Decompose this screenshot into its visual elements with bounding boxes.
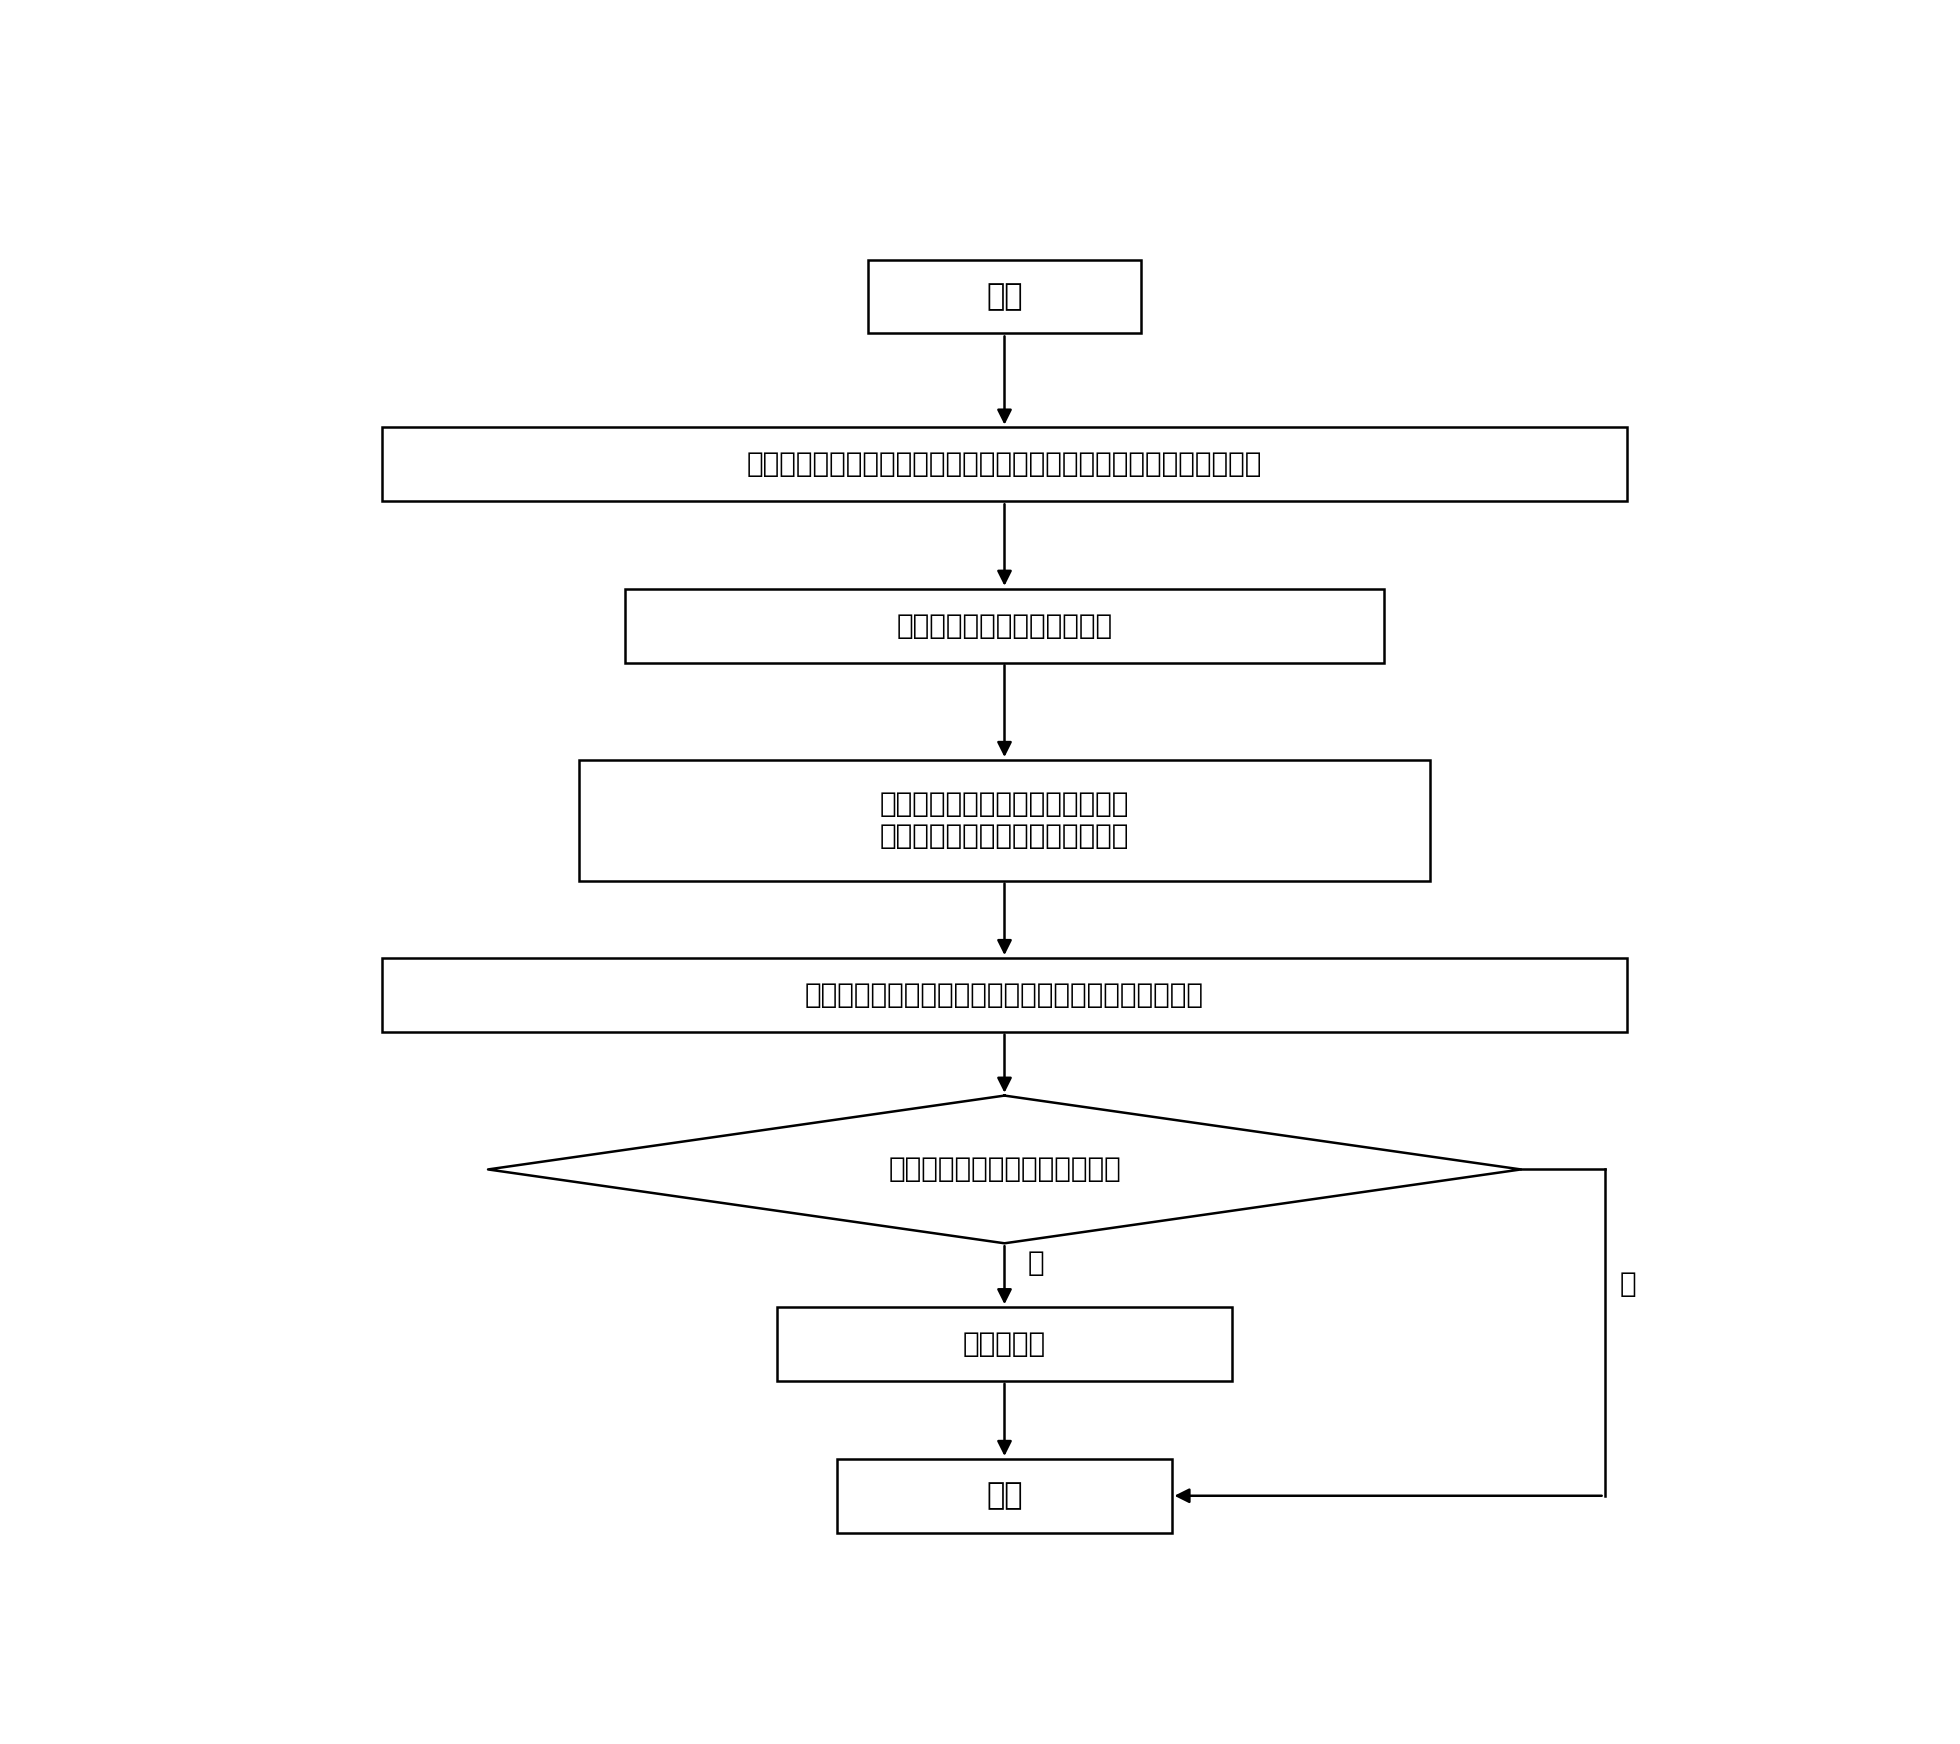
Text: 开始: 开始 bbox=[986, 283, 1023, 310]
Text: 否: 否 bbox=[1027, 1249, 1045, 1277]
FancyBboxPatch shape bbox=[580, 760, 1431, 881]
Text: 结束: 结束 bbox=[986, 1481, 1023, 1510]
Polygon shape bbox=[488, 1095, 1521, 1243]
FancyBboxPatch shape bbox=[625, 589, 1384, 663]
FancyBboxPatch shape bbox=[382, 427, 1627, 501]
Text: 利用三次样条插値实现基于非线性
逆映射机理的橘形畚变校正关系式: 利用三次样条插値实现基于非线性 逆映射机理的橘形畚变校正关系式 bbox=[880, 790, 1129, 851]
FancyBboxPatch shape bbox=[868, 260, 1141, 333]
Text: 双线性插値: 双线性插値 bbox=[962, 1331, 1047, 1359]
FancyBboxPatch shape bbox=[382, 957, 1627, 1032]
Text: 是: 是 bbox=[1619, 1270, 1637, 1298]
Text: 将橘形畚变图像和还原图像的每一个像素点的标准坐标转为极坐标形式: 将橘形畚变图像和还原图像的每一个像素点的标准坐标转为极坐标形式 bbox=[747, 450, 1262, 478]
FancyBboxPatch shape bbox=[776, 1306, 1233, 1381]
FancyBboxPatch shape bbox=[837, 1458, 1172, 1533]
Text: 判断图像位置是否落在插値点上: 判断图像位置是否落在插値点上 bbox=[888, 1156, 1121, 1184]
Text: 确定橘形畚变基本校正关系式: 确定橘形畚变基本校正关系式 bbox=[896, 612, 1113, 640]
Text: 通过三次样条插値实现从还原图像到畚变图像的逆映射: 通过三次样条插値实现从还原图像到畚变图像的逆映射 bbox=[806, 980, 1203, 1008]
